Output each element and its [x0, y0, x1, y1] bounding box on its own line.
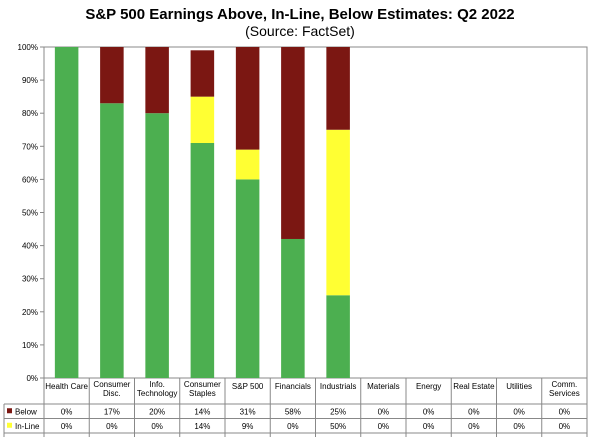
data-label: 58% [285, 407, 301, 416]
x-category-label: Materials [367, 382, 399, 391]
x-category-label: Utilities [506, 382, 532, 391]
x-category-label: Financials [275, 382, 311, 391]
x-category-label: Info. [149, 380, 165, 389]
data-label: 50% [330, 422, 346, 431]
data-label: 0% [559, 407, 571, 416]
y-tick-label: 60% [22, 175, 38, 184]
data-label: 0% [106, 422, 118, 431]
data-label: 0% [61, 422, 73, 431]
y-tick-label: 70% [22, 142, 38, 151]
chart-title: S&P 500 Earnings Above, In-Line, Below E… [85, 6, 514, 23]
bar-segment-below [235, 47, 260, 150]
data-label: 0% [61, 407, 73, 416]
x-category-label: Consumer [184, 380, 221, 389]
y-tick-label: 0% [26, 374, 38, 383]
bar-segment-in-line [326, 129, 350, 296]
y-tick-label: 10% [22, 341, 38, 350]
data-label: 0% [378, 407, 390, 416]
legend-label-in-line: In-Line [15, 422, 40, 431]
bar-segment-below [190, 50, 215, 97]
data-label: 0% [287, 422, 299, 431]
y-tick-label: 30% [22, 275, 38, 284]
bar-segment-above [100, 103, 124, 379]
legend-swatch-below [7, 408, 12, 414]
data-label: 0% [423, 422, 435, 431]
x-category-label: S&P 500 [232, 382, 264, 391]
data-label: 14% [194, 422, 210, 431]
x-category-label: Health Care [45, 382, 88, 391]
data-label: 0% [513, 407, 525, 416]
data-label: 9% [242, 422, 254, 431]
y-axis: 0% 10% 20% 30% 40% 50% 60% 70% 80% 90% 100% [18, 43, 44, 383]
data-label: 20% [149, 407, 165, 416]
x-category-label: Technology [137, 389, 177, 398]
data-label: 25% [330, 407, 346, 416]
y-tick-label: 40% [22, 242, 38, 251]
data-label: 0% [468, 407, 480, 416]
bar-segment-below [326, 47, 350, 130]
bar-segment-in-line [235, 149, 260, 180]
data-label: 0% [468, 422, 480, 431]
bar-segment-in-line [190, 96, 215, 143]
data-label: 31% [240, 407, 256, 416]
data-label: 17% [104, 407, 120, 416]
legend-label-below: Below [15, 407, 37, 416]
data-label: 0% [378, 422, 390, 431]
chart-subtitle: (Source: FactSet) [245, 23, 355, 39]
data-label: 0% [423, 407, 435, 416]
plot-area [43, 46, 588, 379]
bar-segment-above [145, 113, 169, 378]
bar-segment-above [190, 142, 215, 378]
bar-segment-above [281, 238, 305, 378]
legend-swatch-in-line [7, 422, 12, 428]
x-category-label: Comm. [551, 380, 577, 389]
y-tick-label: 50% [22, 209, 38, 218]
bar-segment-below [281, 47, 305, 239]
data-label: 0% [513, 422, 525, 431]
y-tick-label: 100% [18, 43, 38, 52]
data-label: 0% [559, 422, 571, 431]
x-category-label: Real Estate [453, 382, 495, 391]
x-category-label: Industrials [320, 382, 356, 391]
x-category-label: Services [549, 389, 580, 398]
bar-segment-above [235, 179, 260, 378]
bar-segment-below [100, 47, 124, 104]
x-category-label: Staples [189, 389, 216, 398]
plot-frame [43, 46, 588, 379]
x-category-label: Energy [416, 382, 441, 391]
y-tick-label: 20% [22, 308, 38, 317]
bar-segment-above [326, 295, 350, 378]
y-tick-label: 90% [22, 76, 38, 85]
x-category-label: Consumer [93, 380, 130, 389]
data-label: 14% [194, 407, 210, 416]
bar-segment-below [145, 47, 169, 114]
bar-segment-above [54, 47, 79, 378]
x-category-label: Disc. [103, 389, 121, 398]
data-table: Health Care ConsumerDisc.Info.TechnologyC… [3, 378, 588, 437]
data-label: 0% [151, 422, 163, 431]
y-tick-label: 80% [22, 109, 38, 118]
